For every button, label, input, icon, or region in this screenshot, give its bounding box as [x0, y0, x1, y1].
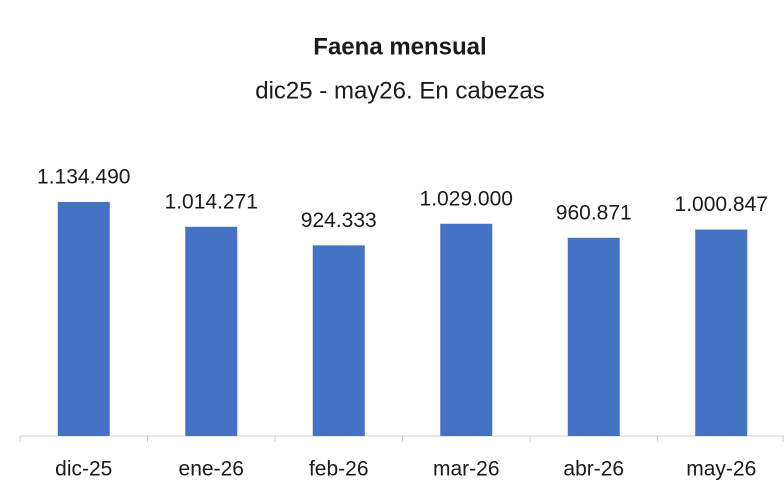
value-label: 1.014.271: [165, 190, 258, 213]
bar: [57, 202, 110, 436]
chart-title: Faena mensual: [313, 33, 486, 60]
bar: [312, 245, 365, 436]
x-tick-label: dic-25: [55, 458, 112, 481]
value-label: 1.134.490: [37, 166, 130, 189]
value-label: 924.333: [301, 209, 377, 232]
x-tick-label: feb-26: [309, 458, 369, 481]
bar: [185, 226, 238, 436]
chart-subtitle: dic25 - may26. En cabezas: [255, 77, 545, 104]
x-tick-label: may-26: [686, 458, 756, 481]
x-tick-label: mar-26: [433, 458, 500, 481]
bar: [567, 237, 620, 436]
x-tick-label: ene-26: [179, 458, 244, 481]
value-label: 1.000.847: [675, 193, 768, 216]
value-label: 1.029.000: [420, 187, 513, 210]
bar: [440, 223, 493, 436]
value-label: 960.871: [556, 201, 632, 224]
bar: [695, 229, 748, 436]
x-tick-label: abr-26: [563, 458, 624, 481]
